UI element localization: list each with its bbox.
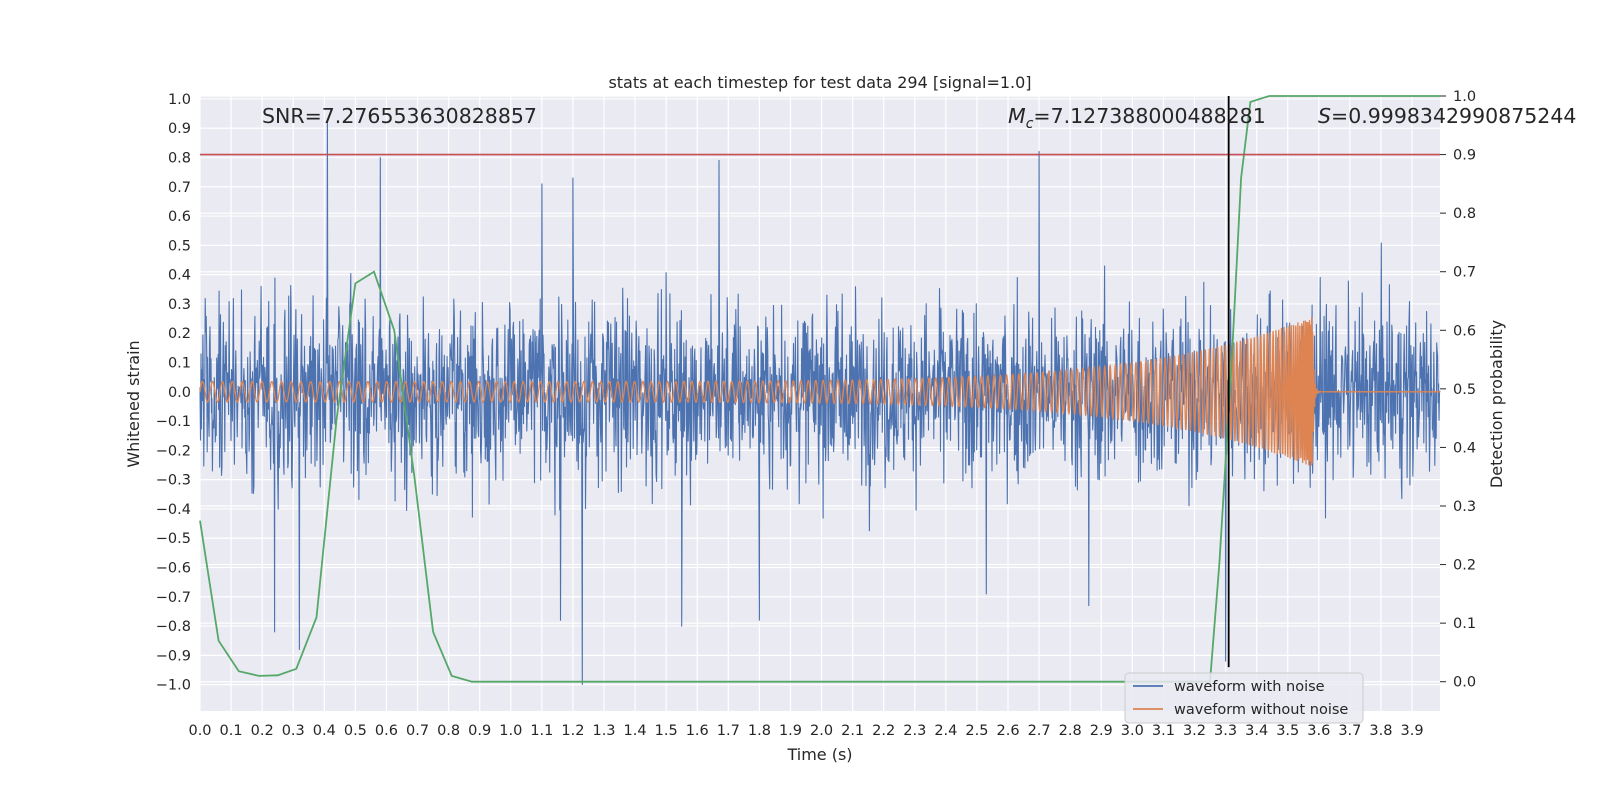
x-tick: 1.8 — [748, 723, 771, 739]
y-tick-left: 0.6 — [168, 209, 191, 225]
x-tick: 2.4 — [934, 723, 957, 739]
x-tick: 1.3 — [592, 723, 615, 739]
x-tick: 3.5 — [1276, 723, 1299, 739]
reference-lines — [200, 96, 1440, 668]
x-axis-label: Time (s) — [786, 745, 852, 764]
y-tick-right: 0.3 — [1453, 499, 1476, 515]
y-tick-left: 0.4 — [168, 268, 191, 284]
x-tick: 2.2 — [872, 723, 895, 739]
y-tick-left: 0.8 — [168, 151, 191, 167]
y-tick-right: 0.7 — [1453, 265, 1476, 281]
y-tick-right: 0.5 — [1453, 382, 1476, 398]
x-tick: 2.6 — [996, 723, 1019, 739]
chart-title: stats at each timestep for test data 294… — [608, 73, 1031, 92]
x-tick: 3.8 — [1369, 723, 1392, 739]
x-tick: 2.9 — [1090, 723, 1113, 739]
legend-label-clean: waveform without noise — [1174, 702, 1348, 718]
y-axis-label-right: Detection probability — [1487, 320, 1506, 488]
y-tick-right: 0.4 — [1453, 440, 1476, 456]
mc-subscript: c — [1026, 116, 1034, 132]
x-tick: 3.4 — [1245, 723, 1268, 739]
y-tick-right: 1.0 — [1453, 89, 1476, 105]
s-annotation: S=0.9998342990875244 — [1318, 104, 1576, 128]
x-tick: 0.1 — [220, 723, 243, 739]
x-tick: 1.9 — [779, 723, 802, 739]
y-tick-left: −0.3 — [156, 473, 191, 489]
series-detection-probability — [199, 95, 1440, 683]
legend-box — [1124, 672, 1364, 724]
x-tick: 2.8 — [1059, 723, 1082, 739]
x-tick: 0.4 — [313, 723, 336, 739]
x-tick: 1.6 — [686, 723, 709, 739]
x-tick: 3.0 — [1121, 723, 1144, 739]
x-tick: 2.3 — [903, 723, 926, 739]
x-tick: 3.9 — [1400, 723, 1423, 739]
legend: waveform with noise waveform without noi… — [1124, 672, 1364, 724]
mc-symbol: M — [1008, 104, 1026, 128]
x-tick: 1.5 — [655, 723, 678, 739]
x-tick: 1.2 — [561, 723, 584, 739]
x-tick: 3.6 — [1307, 723, 1330, 739]
y-tick-left: 1.0 — [168, 92, 191, 108]
y-tick-left: −0.7 — [156, 590, 191, 606]
y-tick-right: 0.8 — [1453, 206, 1476, 222]
x-tick: 1.0 — [499, 723, 522, 739]
x-tick: 3.1 — [1152, 723, 1175, 739]
x-tick: 0.9 — [468, 723, 491, 739]
y-tick-left: −0.6 — [156, 561, 191, 577]
y-tick-left: 0.7 — [168, 180, 191, 196]
x-tick: 2.5 — [965, 723, 988, 739]
x-tick: 2.0 — [810, 723, 833, 739]
y-tick-left: −0.8 — [156, 619, 191, 635]
y-tick-left: −0.5 — [156, 531, 191, 547]
y-tick-right: 0.9 — [1453, 148, 1476, 164]
y-tick-left: −0.2 — [156, 443, 191, 459]
x-tick: 0.0 — [188, 723, 211, 739]
series-waveform-without-noise — [199, 316, 1440, 466]
y-tick-right: 0.1 — [1453, 616, 1476, 632]
x-tick: 0.7 — [406, 723, 429, 739]
snr-annotation: SNR=7.276553630828857 — [262, 104, 537, 128]
x-tick: 2.7 — [1028, 723, 1051, 739]
axis-ticks: 1.0 0.9 0.8 0.7 0.6 0.5 0.4 0.3 0.2 0.1 0.0 −0.1 −0.… — [156, 89, 1476, 739]
mc-value: =7.127388000488281 — [1033, 104, 1265, 128]
x-tick: 0.5 — [344, 723, 367, 739]
x-tick: 2.1 — [841, 723, 864, 739]
x-tick: 1.4 — [624, 723, 647, 739]
y-tick-left: 0.2 — [168, 326, 191, 342]
detection-probability-line — [199, 95, 1440, 683]
y-tick-left: 0.9 — [168, 121, 191, 137]
y-tick-left: 0.5 — [168, 238, 191, 254]
y-axis-label-left: Whitened strain — [124, 340, 143, 467]
s-symbol: S — [1318, 104, 1331, 128]
x-tick: 3.7 — [1338, 723, 1361, 739]
y-tick-left: 0.3 — [168, 297, 191, 313]
x-tick: 0.2 — [251, 723, 274, 739]
y-tick-left: −0.4 — [156, 502, 191, 518]
y-tick-left: −0.1 — [156, 414, 191, 430]
x-tick: 1.7 — [717, 723, 740, 739]
legend-label-noise: waveform with noise — [1174, 679, 1325, 695]
y-tick-left: 0.1 — [168, 356, 191, 372]
x-tick: 3.3 — [1214, 723, 1237, 739]
x-tick: 0.3 — [282, 723, 305, 739]
y-tick-right: 0.2 — [1453, 558, 1476, 574]
s-value: =0.9998342990875244 — [1331, 104, 1576, 128]
clean-waveform-line — [199, 316, 1440, 466]
x-tick: 3.2 — [1183, 723, 1206, 739]
y-tick-left: 0.0 — [168, 385, 191, 401]
y-tick-left: −0.9 — [156, 648, 191, 664]
x-tick: 0.8 — [437, 723, 460, 739]
mc-annotation: Mc=7.127388000488281 — [1008, 104, 1266, 132]
y-tick-right: 0.6 — [1453, 323, 1476, 339]
y-tick-right: 0.0 — [1453, 675, 1476, 691]
x-tick: 0.6 — [375, 723, 398, 739]
y-tick-left: −1.0 — [156, 678, 191, 694]
x-tick: 1.1 — [530, 723, 553, 739]
